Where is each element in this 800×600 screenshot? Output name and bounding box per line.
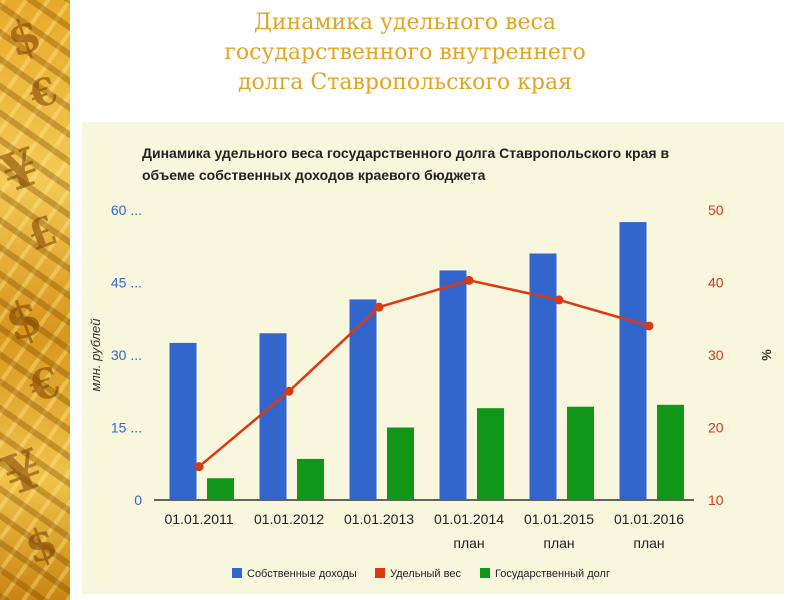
currency-glyph-icon: £ xyxy=(20,206,64,261)
currency-glyph-icon: ¥ xyxy=(0,135,48,206)
right-axis-tick-label: 30 xyxy=(708,347,724,363)
legend-label: Удельный вес xyxy=(390,568,461,580)
legend-swatch xyxy=(375,568,385,578)
line-share-point xyxy=(194,462,204,472)
line-share-point xyxy=(554,295,564,305)
bar-own-income xyxy=(259,333,287,500)
x-axis-tick-label: 01.01.2012 xyxy=(254,511,324,527)
bar-state-debt xyxy=(657,404,684,500)
x-axis-tick-label: 01.01.2014 xyxy=(434,511,504,527)
currency-glyph-icon: € xyxy=(22,356,67,413)
line-share xyxy=(198,279,650,468)
legend-swatch xyxy=(480,568,490,578)
decorative-currency-sidebar: $ € ¥ £ $ € ¥ $ xyxy=(0,0,70,600)
currency-glyph-icon: $ xyxy=(0,6,49,68)
right-axis-title: % xyxy=(759,349,774,361)
bar-own-income xyxy=(169,342,197,500)
slide-title-line-2: государственного внутреннего xyxy=(224,40,586,65)
legend-label: Собственные доходы xyxy=(247,568,357,580)
line-share-point xyxy=(464,275,474,285)
x-axis-tick-label: 01.01.2011 xyxy=(164,511,233,527)
x-axis-tick-label: план xyxy=(543,535,574,551)
x-axis-tick-label: план xyxy=(453,535,484,551)
currency-glyph-icon: $ xyxy=(0,285,50,354)
left-axis-tick-label: 30 ... xyxy=(111,347,142,363)
line-share-point xyxy=(644,321,654,331)
chart-title-line: объеме собственных доходов краевого бюдж… xyxy=(142,167,486,183)
bar-own-income xyxy=(529,253,557,500)
left-axis-title: млн. рублей xyxy=(88,318,103,391)
left-axis-tick-label: 45 ... xyxy=(111,275,142,291)
bar-state-debt xyxy=(297,458,324,500)
chart: Динамика удельного веса государственного… xyxy=(88,145,774,580)
currency-glyph-icon: $ xyxy=(18,516,65,575)
bar-state-debt xyxy=(477,408,504,500)
bar-own-income xyxy=(619,222,647,500)
slide-title: Динамика удельного веса государственного… xyxy=(150,8,660,98)
bar-state-debt xyxy=(567,406,594,500)
chart-panel: Динамика удельного веса государственного… xyxy=(82,122,784,594)
slide-title-line-3: долга Ставропольского края xyxy=(237,70,572,95)
x-axis-tick-label: 01.01.2015 xyxy=(524,511,594,527)
legend-label: Государственный долг xyxy=(495,568,610,580)
x-axis-tick-label: 01.01.2013 xyxy=(344,511,414,527)
legend-swatch xyxy=(232,568,242,578)
right-axis-tick-label: 20 xyxy=(708,420,724,436)
x-axis-tick-label: 01.01.2016 xyxy=(614,511,684,527)
right-axis-tick-label: 50 xyxy=(708,202,724,218)
currency-glyph-icon: ¥ xyxy=(0,435,52,509)
line-share-point xyxy=(374,302,384,312)
left-axis-tick-label: 0 xyxy=(134,492,142,508)
left-axis-tick-label: 15 ... xyxy=(111,420,142,436)
slide-title-line-1: Динамика удельного веса xyxy=(254,10,556,35)
x-axis-tick-label: план xyxy=(633,535,664,551)
chart-title-line: Динамика удельного веса государственного… xyxy=(142,145,669,161)
right-axis-tick-label: 40 xyxy=(708,275,724,291)
bar-own-income xyxy=(439,270,467,500)
left-axis-tick-label: 60 ... xyxy=(111,202,142,218)
bar-own-income xyxy=(349,299,377,500)
bar-state-debt xyxy=(207,478,234,500)
right-axis-tick-label: 10 xyxy=(708,492,724,508)
line-share-point xyxy=(284,386,294,396)
currency-glyph-icon: € xyxy=(23,66,64,119)
bar-state-debt xyxy=(387,427,414,500)
